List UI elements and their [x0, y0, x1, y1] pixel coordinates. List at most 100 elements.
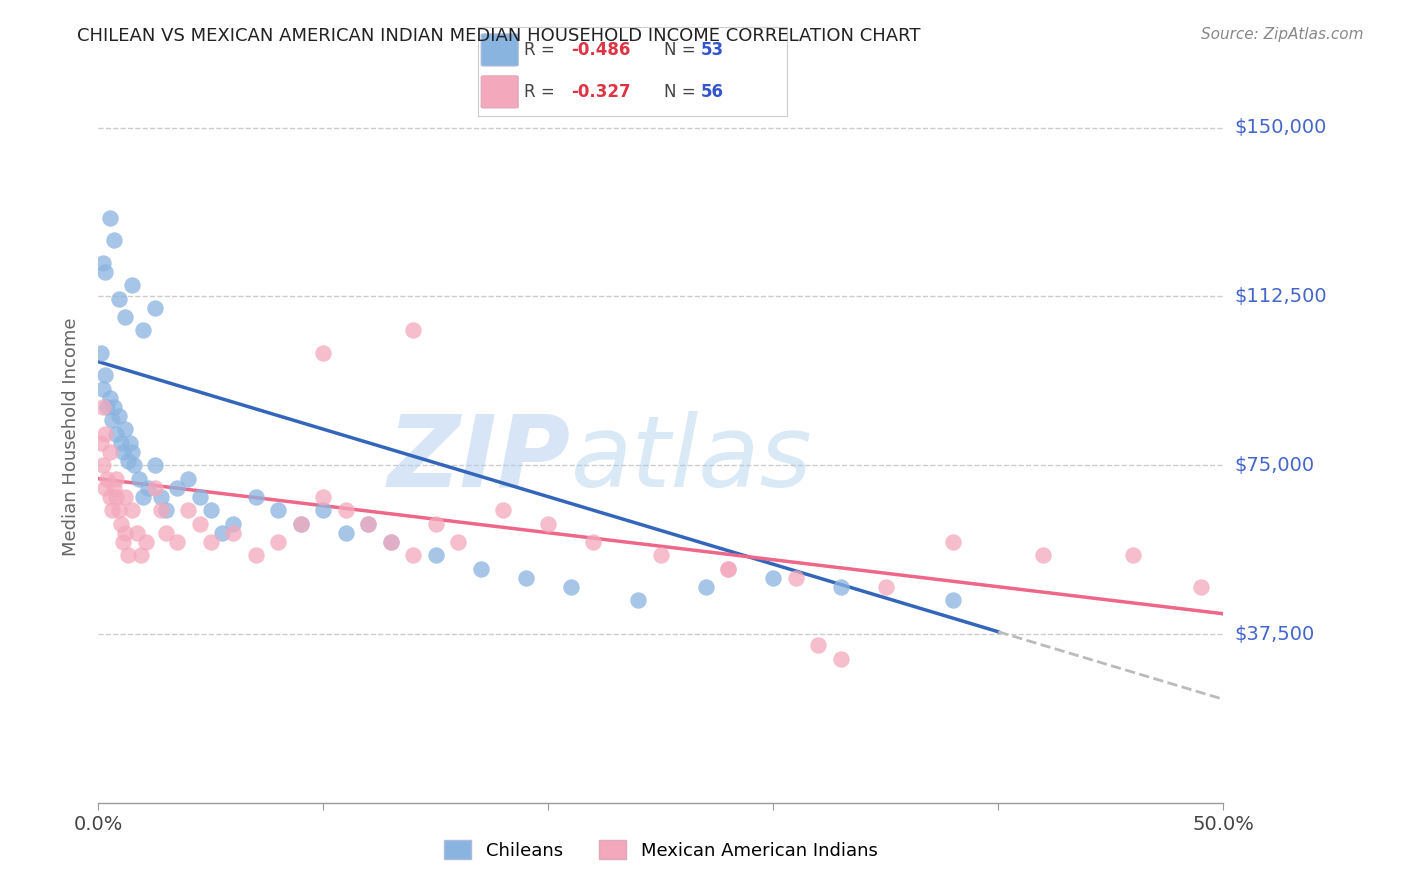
Point: [312, 490, 335, 504]
Point: [188, 516, 211, 531]
Text: atlas: atlas: [571, 410, 813, 508]
Point: [425, 516, 447, 531]
Point: [125, 525, 148, 540]
Point: [717, 562, 740, 576]
Point: [94, 426, 117, 441]
Point: [560, 580, 582, 594]
Text: $112,500: $112,500: [1234, 287, 1327, 306]
Point: [785, 571, 807, 585]
Point: [117, 548, 139, 562]
Text: Source: ZipAtlas.com: Source: ZipAtlas.com: [1201, 27, 1364, 42]
Point: [105, 472, 128, 486]
Text: CHILEAN VS MEXICAN AMERICAN INDIAN MEDIAN HOUSEHOLD INCOME CORRELATION CHART: CHILEAN VS MEXICAN AMERICAN INDIAN MEDIA…: [77, 27, 921, 45]
Point: [128, 472, 150, 486]
Point: [335, 525, 357, 540]
Point: [155, 503, 177, 517]
Point: [200, 503, 222, 517]
Point: [245, 548, 267, 562]
Point: [91, 382, 114, 396]
Point: [110, 516, 132, 531]
Point: [135, 534, 157, 549]
Point: [94, 265, 117, 279]
Point: [103, 400, 125, 414]
Point: [380, 534, 402, 549]
Point: [110, 435, 132, 450]
Point: [101, 413, 124, 427]
Point: [150, 490, 173, 504]
Text: -0.327: -0.327: [571, 83, 630, 101]
Point: [98, 490, 121, 504]
Text: N =: N =: [664, 41, 700, 59]
Point: [166, 481, 188, 495]
Point: [94, 481, 117, 495]
Point: [114, 310, 136, 324]
Point: [91, 458, 114, 473]
Point: [90, 435, 112, 450]
Point: [105, 426, 128, 441]
Point: [177, 503, 200, 517]
Point: [98, 444, 121, 458]
Point: [94, 368, 117, 383]
Text: 56: 56: [700, 83, 724, 101]
Point: [211, 525, 233, 540]
Point: [830, 652, 852, 666]
Point: [875, 580, 897, 594]
Text: ZIP: ZIP: [388, 410, 571, 508]
Text: R =: R =: [524, 83, 561, 101]
Point: [91, 400, 114, 414]
Point: [101, 503, 124, 517]
Point: [695, 580, 717, 594]
Point: [121, 503, 143, 517]
Point: [425, 548, 447, 562]
Point: [121, 278, 143, 293]
Text: $150,000: $150,000: [1234, 118, 1327, 137]
Point: [96, 472, 118, 486]
Point: [942, 534, 965, 549]
Point: [103, 233, 125, 247]
Point: [245, 490, 267, 504]
Text: $75,000: $75,000: [1234, 456, 1315, 475]
FancyBboxPatch shape: [481, 76, 519, 108]
Point: [155, 525, 177, 540]
Point: [98, 391, 121, 405]
Point: [118, 435, 141, 450]
Point: [290, 516, 312, 531]
Point: [222, 516, 245, 531]
Y-axis label: Median Household Income: Median Household Income: [62, 318, 80, 557]
Point: [942, 593, 965, 607]
Point: [103, 481, 125, 495]
Point: [447, 534, 470, 549]
Point: [107, 292, 129, 306]
Point: [166, 534, 188, 549]
Point: [515, 571, 537, 585]
Point: [762, 571, 785, 585]
Point: [717, 562, 740, 576]
Point: [492, 503, 515, 517]
Point: [807, 638, 830, 652]
Point: [124, 458, 146, 473]
Point: [143, 481, 166, 495]
Text: 53: 53: [700, 41, 724, 59]
Point: [312, 345, 335, 359]
Point: [91, 255, 114, 269]
Point: [402, 323, 425, 337]
Point: [830, 580, 852, 594]
Point: [470, 562, 492, 576]
Point: [129, 548, 152, 562]
Text: N =: N =: [664, 83, 700, 101]
Point: [121, 444, 143, 458]
Point: [114, 490, 136, 504]
Point: [1189, 580, 1212, 594]
Legend: Chileans, Mexican American Indians: Chileans, Mexican American Indians: [437, 833, 884, 867]
Point: [357, 516, 380, 531]
Point: [200, 534, 222, 549]
Point: [537, 516, 560, 531]
Point: [188, 490, 211, 504]
Point: [402, 548, 425, 562]
Point: [312, 503, 335, 517]
Point: [132, 490, 155, 504]
Point: [1032, 548, 1054, 562]
Point: [96, 400, 118, 414]
Point: [136, 481, 159, 495]
Point: [143, 458, 166, 473]
